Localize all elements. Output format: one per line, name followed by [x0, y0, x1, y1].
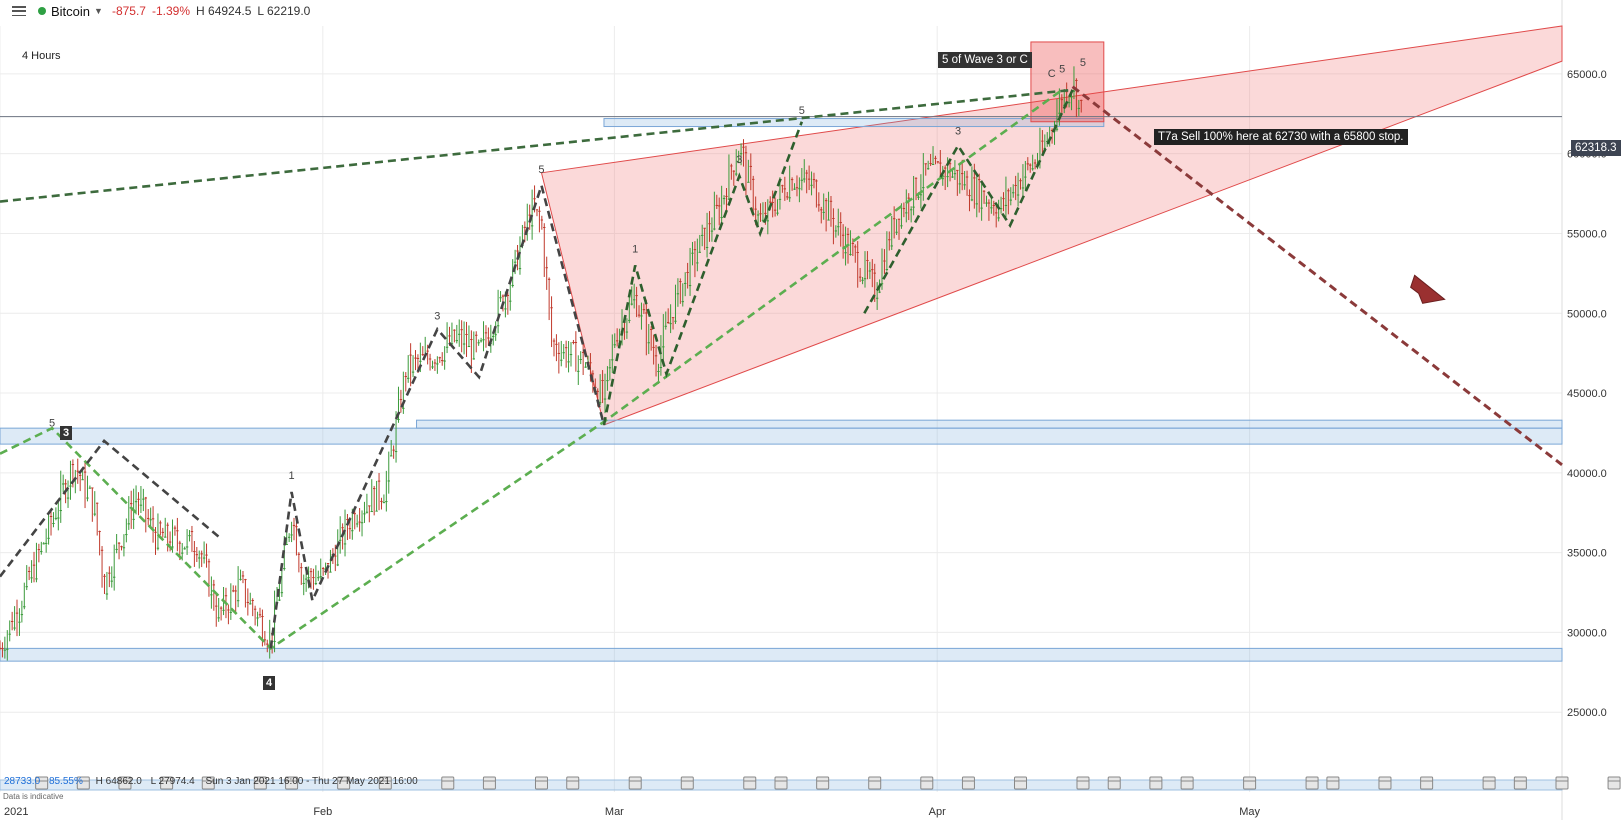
wave-label: 5: [1080, 57, 1086, 69]
calendar-icon: [378, 776, 392, 790]
session-low: L 62219.0: [257, 4, 311, 18]
wave-count-line: [0, 439, 220, 578]
date-range: Sun 3 Jan 2021 16:00 - Thu 27 May 2021 1…: [205, 776, 418, 787]
chevron-down-icon[interactable]: ▼: [94, 6, 103, 16]
calendar-icon: [76, 776, 90, 790]
calendar-icon: [1180, 776, 1194, 790]
range-info: 28733.0 85.55% H 64862.0 L 27974.4 Sun 3…: [4, 776, 418, 787]
timeframe-label[interactable]: 4 Hours: [22, 50, 61, 62]
y-tick-label: 30000.0: [1567, 627, 1607, 639]
wave-count-line: [863, 89, 1074, 314]
support-zone: [0, 647, 1563, 662]
wave-label: 1: [632, 244, 638, 256]
calendar-icon: [920, 776, 934, 790]
wave-label: 1: [289, 470, 295, 482]
calendar-icon: [1555, 776, 1569, 790]
y-tick-label: 40000.0: [1567, 468, 1607, 480]
y-tick-label: 35000.0: [1567, 548, 1607, 560]
support-zone: [603, 118, 1105, 128]
menu-icon[interactable]: [12, 6, 26, 16]
calendar-icon: [868, 776, 882, 790]
range-high: H 64862.0: [95, 776, 142, 787]
x-tick-label: 2021: [4, 806, 28, 818]
calendar-icon: [160, 776, 174, 790]
down-arrow-icon: [1410, 274, 1446, 304]
calendar-icon: [774, 776, 788, 790]
market-status-icon: [38, 7, 46, 15]
support-zone: [416, 419, 1563, 429]
x-tick-label: Feb: [313, 806, 332, 818]
last-value: 28733.0: [4, 776, 41, 787]
y-tick-label: 45000.0: [1567, 388, 1607, 400]
y-tick-label: 55000.0: [1567, 228, 1607, 240]
y-tick-label: 50000.0: [1567, 308, 1607, 320]
wave-label: 3: [955, 126, 961, 138]
calendar-icon: [680, 776, 694, 790]
wave-count-line: [269, 180, 606, 649]
wave-label: 5: [1059, 63, 1065, 75]
calendar-icon: [337, 776, 351, 790]
calendar-icon: [1513, 776, 1527, 790]
y-tick-label: 65000.0: [1567, 69, 1607, 81]
calendar-icon: [1482, 776, 1496, 790]
wave-label: C: [1048, 68, 1056, 80]
calendar-icon: [1243, 776, 1257, 790]
calendar-icon: [1076, 776, 1090, 790]
calendar-icon: [1149, 776, 1163, 790]
wave-label: 3: [736, 154, 742, 166]
price-change-percent: -1.39%: [151, 4, 191, 18]
range-low: L 27974.4: [150, 776, 195, 787]
wave-annotation-label: 5 of Wave 3 or C: [938, 52, 1032, 68]
wave-count-line: [0, 88, 1073, 203]
disclaimer-note: Data is indicative: [3, 792, 64, 801]
calendar-icon: [253, 776, 267, 790]
calendar-icon: [201, 776, 215, 790]
percent-value: 85.55%: [48, 776, 83, 787]
support-zone: [0, 427, 1563, 445]
current-price-tag: 62318.3: [1571, 140, 1621, 156]
trade-callout: T7a Sell 100% here at 62730 with a 65800…: [1154, 129, 1408, 145]
wave-box-3: 3: [60, 426, 73, 440]
calendar-icon: [534, 776, 548, 790]
session-high: H 64924.5: [196, 4, 252, 18]
wave-label: 5: [799, 105, 805, 117]
wave-label: 5: [49, 418, 55, 430]
calendar-icon: [1326, 776, 1340, 790]
calendar-icon: [566, 776, 580, 790]
calendar-icon: [1378, 776, 1392, 790]
price-change: -875.7: [111, 4, 146, 18]
wave-label: 5: [538, 164, 544, 176]
stop-zone: [1030, 41, 1105, 123]
wave-count-line: [602, 121, 804, 426]
instrument-header: Bitcoin ▼ -875.7 -1.39% H 64924.5 L 6221…: [0, 0, 310, 22]
calendar-icon: [285, 776, 299, 790]
x-tick-label: Apr: [929, 806, 946, 818]
wave-box-4: 4: [263, 676, 276, 690]
calendar-icon: [118, 776, 132, 790]
calendar-icon: [35, 776, 49, 790]
calendar-icon: [1607, 776, 1621, 790]
y-tick-label: 25000.0: [1567, 707, 1607, 719]
calendar-icon: [743, 776, 757, 790]
calendar-icon: [1305, 776, 1319, 790]
calendar-icon: [1107, 776, 1121, 790]
calendar-icon: [628, 776, 642, 790]
calendar-icon: [482, 776, 496, 790]
symbol-name[interactable]: Bitcoin: [51, 3, 91, 19]
calendar-icon: [961, 776, 975, 790]
calendar-icon: [816, 776, 830, 790]
calendar-icon: [1014, 776, 1028, 790]
wave-label: 3: [434, 311, 440, 323]
x-tick-label: May: [1239, 806, 1260, 818]
calendar-icon: [1420, 776, 1434, 790]
calendar-icon: [441, 776, 455, 790]
x-tick-label: Mar: [605, 806, 624, 818]
